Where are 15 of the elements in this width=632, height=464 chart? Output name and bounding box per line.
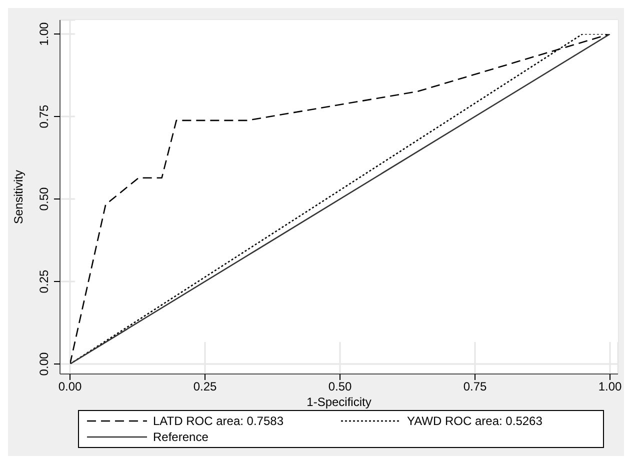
- x-tick-label: 0.75: [463, 380, 487, 394]
- legend-label: LATD ROC area: 0.7583: [153, 414, 284, 428]
- x-tick-label: 1.00: [598, 380, 622, 394]
- y-tick-label: 0.00: [37, 352, 51, 376]
- y-tick-label: 0.75: [37, 104, 51, 128]
- x-tick-label: 0.50: [328, 380, 352, 394]
- x-axis-title: 1-Specificity: [306, 395, 372, 409]
- legend-label: YAWD ROC area: 0.5263: [407, 414, 542, 428]
- y-tick-label: 0.50: [37, 187, 51, 211]
- x-tick-label: 0.25: [193, 380, 217, 394]
- y-axis-title: Sensitivity: [11, 170, 26, 224]
- x-tick-label: 0.00: [58, 380, 82, 394]
- y-tick-label: 0.25: [37, 270, 51, 294]
- legend-label: Reference: [153, 430, 208, 444]
- y-tick-label: 1.00: [37, 22, 51, 46]
